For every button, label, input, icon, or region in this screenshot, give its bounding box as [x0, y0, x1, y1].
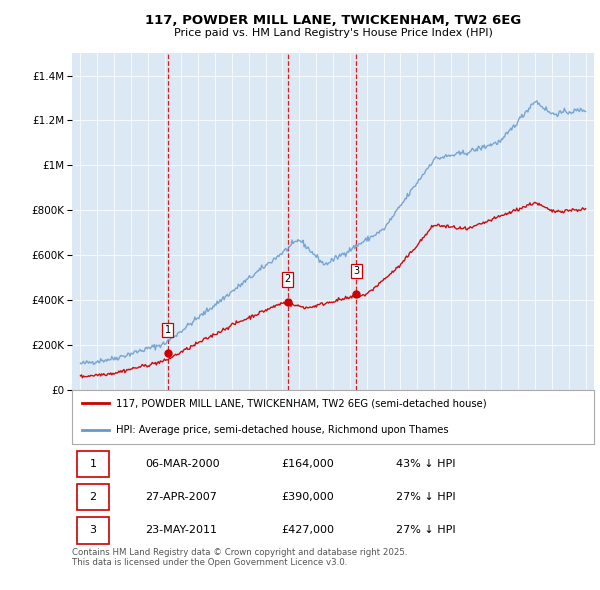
Text: £390,000: £390,000 [281, 492, 334, 502]
Text: 117, POWDER MILL LANE, TWICKENHAM, TW2 6EG: 117, POWDER MILL LANE, TWICKENHAM, TW2 6… [145, 14, 521, 27]
FancyBboxPatch shape [77, 451, 109, 477]
Text: 3: 3 [353, 266, 359, 276]
Text: £164,000: £164,000 [281, 459, 334, 469]
Text: HPI: Average price, semi-detached house, Richmond upon Thames: HPI: Average price, semi-detached house,… [116, 425, 449, 435]
Text: 1: 1 [164, 325, 171, 335]
Text: 23-MAY-2011: 23-MAY-2011 [145, 526, 217, 535]
Text: 1: 1 [89, 459, 97, 469]
Text: 3: 3 [89, 526, 97, 535]
Text: 27-APR-2007: 27-APR-2007 [145, 492, 217, 502]
Text: 27% ↓ HPI: 27% ↓ HPI [395, 526, 455, 535]
Text: 43% ↓ HPI: 43% ↓ HPI [395, 459, 455, 469]
Text: £427,000: £427,000 [281, 526, 334, 535]
Text: 06-MAR-2000: 06-MAR-2000 [145, 459, 220, 469]
Text: 27% ↓ HPI: 27% ↓ HPI [395, 492, 455, 502]
FancyBboxPatch shape [77, 484, 109, 510]
Text: 117, POWDER MILL LANE, TWICKENHAM, TW2 6EG (semi-detached house): 117, POWDER MILL LANE, TWICKENHAM, TW2 6… [116, 398, 487, 408]
Text: Price paid vs. HM Land Registry's House Price Index (HPI): Price paid vs. HM Land Registry's House … [173, 28, 493, 38]
Text: 2: 2 [285, 274, 291, 284]
Text: 2: 2 [89, 492, 97, 502]
Text: Contains HM Land Registry data © Crown copyright and database right 2025.
This d: Contains HM Land Registry data © Crown c… [72, 548, 407, 568]
FancyBboxPatch shape [77, 517, 109, 543]
